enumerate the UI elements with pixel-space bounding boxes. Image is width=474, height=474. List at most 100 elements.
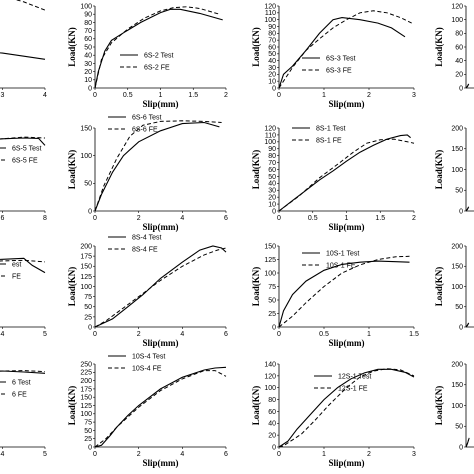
series-line-test: [278, 134, 411, 212]
legend-label: 12S-1 Test: [338, 374, 371, 381]
y-tick-label: 40: [268, 181, 276, 188]
y-tick-label: 25: [84, 436, 92, 443]
legend-label: 10S-4 FE: [132, 366, 162, 373]
y-tick-label: 50: [84, 304, 92, 311]
y-tick-label: 60: [84, 36, 92, 43]
x-tick-label: 6: [1, 215, 5, 222]
y-tick-label: 0: [272, 208, 276, 215]
x-tick-label: 1: [322, 92, 326, 99]
subplot-10: 0 25 50 75 100 125 150 0 0.5 1 1.5 10S-1 Test 10S-1 …: [251, 243, 419, 348]
x-tick-label: 4: [1, 331, 5, 338]
y-tick-label: 90: [268, 146, 276, 153]
y-tick-label: 50: [455, 424, 463, 431]
y-tick-label: 100: [451, 167, 463, 174]
y-tick-label: 40: [455, 58, 463, 65]
x-tick-label: 4: [180, 331, 184, 338]
subplot-12: 4 5 6 Test 6 FE: [0, 370, 47, 458]
series-line-fe: [94, 6, 220, 89]
y-tick-label: 250: [80, 361, 92, 368]
y-axis-label: Load(KN): [251, 150, 261, 190]
x-tick-label: 4: [43, 92, 47, 99]
y-tick-label: 0: [459, 324, 463, 331]
x-tick-label: 0: [93, 92, 97, 99]
y-tick-label: 25: [268, 311, 276, 318]
series-line-test: [278, 260, 410, 328]
y-tick-label: 20: [84, 69, 92, 76]
x-tick-label: 6: [224, 331, 228, 338]
series-line-test: [0, 137, 46, 146]
x-tick-label: 8: [43, 215, 47, 222]
y-tick-label: 10: [268, 79, 276, 86]
x-axis-label: Slip(mm): [143, 99, 179, 109]
x-tick-label: 0.5: [319, 331, 329, 338]
series-line-test: [94, 245, 227, 328]
y-tick-label: 120: [451, 3, 463, 10]
y-axis-label: Load(KN): [251, 267, 261, 307]
y-tick-label: 100: [264, 270, 276, 277]
legend-label: 8S-1 FE: [316, 138, 342, 145]
legend-label: 6S-3 FE: [326, 68, 352, 75]
y-tick-label: 175: [80, 386, 92, 393]
x-tick-label: 3: [412, 451, 416, 458]
x-axis-label: Slip(mm): [329, 338, 365, 348]
x-axis-label: Slip(mm): [143, 222, 179, 232]
y-tick-label: 80: [455, 31, 463, 38]
legend-label: 6S-5 FE: [12, 158, 38, 165]
y-tick-label: 10: [84, 77, 92, 84]
y-tick-label: 0: [88, 85, 92, 92]
y-axis-label: Load(KN): [67, 386, 77, 426]
y-tick-label: 0: [88, 324, 92, 331]
series-line-test: [94, 366, 227, 448]
series-line-fe: [278, 138, 415, 212]
y-tick-label: 80: [268, 153, 276, 160]
y-tick-label: 50: [84, 44, 92, 51]
y-tick-label: 80: [84, 20, 92, 27]
y-tick-label: 70: [268, 160, 276, 167]
y-tick-label: 40: [268, 421, 276, 428]
y-tick-label: 110: [265, 10, 276, 17]
y-tick-label: 50: [455, 304, 463, 311]
series-line-test: [94, 121, 220, 212]
y-tick-label: 150: [451, 264, 463, 271]
y-tick-label: 200: [80, 378, 92, 385]
y-axis-label: Load(KN): [434, 27, 444, 67]
y-tick-label: 100: [264, 17, 276, 24]
y-tick-label: 0: [88, 444, 92, 451]
series-line-test: [94, 8, 223, 89]
series-line-fe: [0, 370, 46, 373]
y-tick-label: 75: [268, 284, 276, 291]
subplot-3: 0 20 40 60 80 100 120 Load(KN): [434, 3, 474, 92]
y-tick-label: 120: [264, 373, 276, 380]
x-tick-label: 1: [159, 92, 163, 99]
y-tick-label: 100: [80, 411, 92, 418]
x-tick-label: 0: [93, 331, 97, 338]
y-tick-label: 100: [80, 153, 92, 160]
series-line-fe: [94, 120, 222, 212]
x-tick-label: 0: [277, 215, 281, 222]
legend-label: 6S-3 Test: [326, 56, 355, 63]
series-line-fe: [465, 321, 470, 328]
y-axis-label: Load(KN): [67, 267, 77, 307]
x-tick-label: 3: [412, 92, 416, 99]
subplot-14: 0 20 40 60 80 100 120 140 0 1 2 3 12S-1 Test 12S-1 FE…: [251, 361, 416, 468]
y-tick-label: 20: [268, 433, 276, 440]
legend-label: 6S-5 Test: [12, 146, 41, 153]
x-tick-label: 2: [224, 92, 228, 99]
series-line-fe: [465, 205, 470, 212]
y-tick-label: 0: [272, 444, 276, 451]
legend-label: 6S-2 Test: [144, 53, 173, 60]
x-tick-label: 0: [93, 451, 97, 458]
x-tick-label: 1: [322, 451, 326, 458]
x-tick-label: 1.5: [188, 92, 198, 99]
x-tick-label: 4: [180, 215, 184, 222]
y-tick-label: 0: [272, 324, 276, 331]
y-tick-label: 60: [268, 44, 276, 51]
series-line-fe: [278, 368, 415, 448]
y-tick-label: 40: [84, 53, 92, 60]
y-tick-label: 120: [264, 3, 276, 10]
subplot-15: 0 50 100 150 200 Load(KN): [434, 361, 474, 451]
y-tick-label: 60: [268, 409, 276, 416]
legend-label: 6 Test: [12, 380, 31, 387]
